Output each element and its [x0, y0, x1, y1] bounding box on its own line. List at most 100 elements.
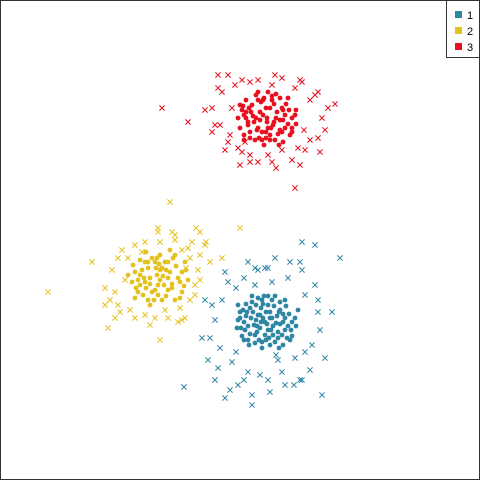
- core-point-dot: [263, 309, 269, 315]
- outer-point-cross: [197, 277, 203, 283]
- outer-point-cross: [89, 259, 95, 265]
- core-point-dot: [274, 109, 280, 115]
- core-point-dot: [277, 299, 283, 305]
- outer-point-cross: [272, 255, 278, 261]
- core-point-dot: [240, 307, 246, 313]
- core-point-dot: [273, 91, 279, 97]
- core-point-dot: [255, 89, 261, 95]
- core-point-dot: [283, 303, 289, 309]
- core-point-dot: [286, 311, 292, 317]
- outer-point-cross: [279, 75, 285, 81]
- core-point-dot: [267, 137, 273, 143]
- outer-point-cross: [187, 297, 193, 303]
- core-point-dot: [132, 295, 138, 301]
- core-point-dot: [157, 277, 163, 283]
- outer-point-cross: [265, 152, 271, 158]
- core-point-dot: [147, 275, 153, 281]
- core-point-dot: [157, 267, 163, 273]
- outer-point-cross: [255, 159, 261, 165]
- outer-point-cross: [219, 297, 225, 303]
- outer-point-cross: [257, 372, 263, 378]
- core-point-dot: [282, 112, 288, 118]
- core-point-dot: [271, 303, 277, 309]
- core-point-dot: [259, 137, 265, 143]
- core-point-dot: [253, 302, 259, 308]
- core-point-dot: [267, 342, 273, 348]
- core-point-dot: [241, 132, 247, 138]
- core-point-dot: [147, 281, 153, 287]
- outer-point-cross: [255, 77, 261, 83]
- core-point-dot: [276, 345, 282, 351]
- core-point-dot: [293, 121, 299, 127]
- core-point-dot: [265, 327, 271, 333]
- core-point-dot: [285, 323, 291, 329]
- core-point-dot: [245, 119, 251, 125]
- outer-point-cross: [195, 267, 201, 273]
- core-point-dot: [270, 122, 276, 128]
- core-point-dot: [137, 257, 143, 263]
- core-point-dot: [140, 292, 146, 298]
- core-point-dot: [279, 332, 285, 338]
- core-point-dot: [264, 321, 270, 327]
- legend-label-1: 1: [467, 10, 473, 22]
- core-point-dot: [235, 317, 241, 323]
- core-point-dot: [252, 137, 258, 143]
- core-point-dot: [155, 282, 161, 288]
- outer-point-cross: [159, 105, 165, 111]
- core-point-dot: [185, 277, 191, 283]
- core-point-dot: [167, 269, 173, 275]
- series-2: [45, 199, 243, 343]
- outer-point-cross: [152, 315, 158, 321]
- outer-point-cross: [307, 97, 313, 103]
- core-point-dot: [125, 272, 131, 278]
- outer-point-cross: [189, 239, 195, 245]
- outer-point-cross: [192, 292, 198, 298]
- outer-point-cross: [139, 249, 145, 255]
- core-point-dot: [282, 327, 288, 333]
- outer-point-cross: [315, 135, 321, 141]
- core-point-dot: [265, 89, 271, 95]
- outer-point-cross: [142, 312, 148, 318]
- core-point-dot: [154, 272, 160, 278]
- core-point-dot: [133, 285, 139, 291]
- outer-point-cross: [297, 77, 303, 83]
- outer-point-cross: [207, 259, 213, 265]
- outer-point-cross: [225, 139, 231, 145]
- core-point-dot: [259, 345, 265, 351]
- core-point-dot: [263, 129, 269, 135]
- outer-point-cross: [107, 297, 113, 303]
- core-point-dot: [273, 320, 279, 326]
- outer-point-cross: [202, 297, 208, 303]
- core-point-dot: [165, 287, 171, 293]
- legend-box: [446, 0, 480, 58]
- outer-point-cross: [279, 147, 285, 153]
- outer-point-cross: [291, 382, 297, 388]
- core-point-dot: [135, 289, 141, 295]
- core-point-dot: [259, 129, 265, 135]
- core-point-dot: [286, 107, 292, 113]
- outer-point-cross: [295, 145, 301, 151]
- outer-point-cross: [289, 157, 295, 163]
- outer-point-cross: [241, 275, 247, 281]
- core-point-dot: [259, 339, 265, 345]
- core-point-dot: [274, 313, 280, 319]
- outer-point-cross: [302, 147, 308, 153]
- core-point-dot: [284, 335, 290, 341]
- core-point-dot: [149, 289, 155, 295]
- core-point-dot: [254, 127, 260, 133]
- outer-point-cross: [322, 127, 328, 133]
- core-point-dot: [275, 335, 281, 341]
- core-point-dot: [235, 302, 241, 308]
- outer-point-cross: [192, 282, 198, 288]
- core-point-dot: [177, 295, 183, 301]
- core-point-dot: [239, 333, 245, 339]
- core-point-dot: [251, 119, 257, 125]
- core-point-dot: [257, 109, 263, 115]
- outer-point-cross: [109, 267, 115, 273]
- core-point-dot: [142, 279, 148, 285]
- outer-point-cross: [162, 307, 168, 313]
- core-point-dot: [276, 309, 282, 315]
- outer-point-cross: [217, 122, 223, 128]
- outer-point-cross: [203, 239, 209, 245]
- outer-point-cross: [227, 132, 233, 138]
